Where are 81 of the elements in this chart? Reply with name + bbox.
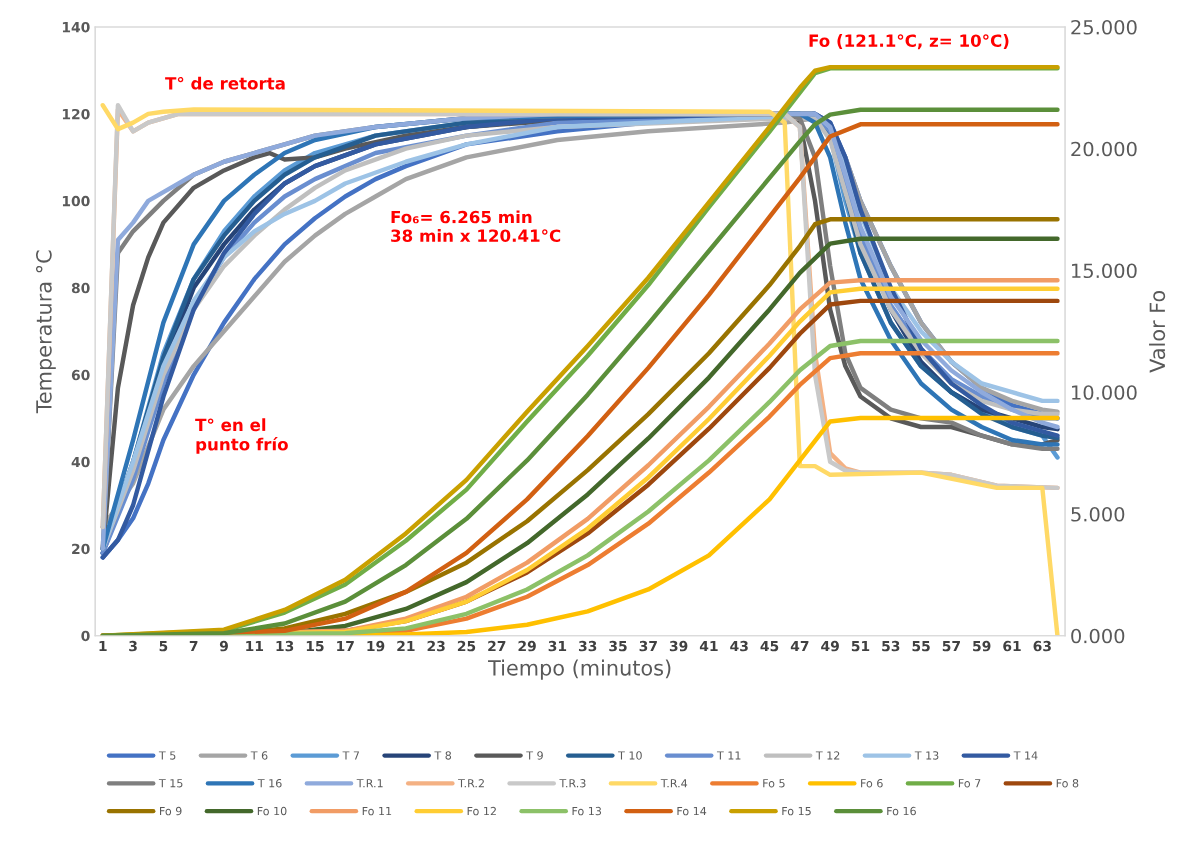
x-axis-title: Tiempo (minutos) — [488, 659, 671, 680]
x-tick-label: 45 — [760, 641, 779, 652]
x-tick-label: 23 — [427, 640, 445, 652]
legend-label: T 9 — [526, 751, 543, 760]
legend-label: Fo 11 — [362, 806, 392, 816]
annotation: T° de retorta — [165, 76, 285, 90]
y-tick-label: 140 — [62, 21, 90, 33]
legend-label: Fo 9 — [160, 806, 182, 816]
y-tick-label: 120 — [62, 108, 90, 120]
x-tick-label: 29 — [518, 640, 536, 652]
legend-label: Fo 13 — [572, 806, 602, 816]
y2-axis-title: Valor Fo — [1149, 290, 1166, 373]
legend-label: Fo 10 — [257, 806, 287, 816]
x-tick-label: 43 — [730, 640, 748, 652]
x-tick-label: 7 — [189, 641, 198, 652]
x-tick-label: 61 — [1003, 640, 1021, 652]
x-tick-label: 11 — [246, 641, 264, 652]
y-axis-title: Temperatura °C — [36, 250, 56, 414]
legend-label: T 6 — [250, 751, 268, 760]
x-tick-label: 37 — [639, 640, 657, 652]
legend-label: T.R.1 — [356, 779, 383, 788]
legend-label: T 14 — [1013, 751, 1038, 760]
x-tick-label: 33 — [578, 640, 597, 652]
annotation: T° en el punto frío — [195, 418, 288, 454]
y2-tick-label: 20.000 — [1071, 141, 1137, 157]
annotation: Fo₆= 6.265 min 38 min x 120.41°C — [391, 210, 561, 242]
legend-label: T 15 — [158, 779, 183, 788]
legend-label: T 8 — [434, 751, 452, 760]
y2-tick-label: 10.000 — [1072, 385, 1137, 400]
y2-tick-label: 0.000 — [1071, 628, 1125, 644]
x-tick-label: 13 — [276, 640, 294, 652]
legend-label: Fo 6 — [861, 779, 883, 788]
x-tick-label: 51 — [851, 641, 870, 652]
y-tick-label: 80 — [71, 282, 90, 294]
y2-tick-label: 25.000 — [1071, 19, 1137, 35]
y-tick-label: 20 — [72, 543, 90, 555]
legend-label: T 13 — [914, 751, 939, 760]
x-tick-label: 59 — [973, 640, 991, 652]
x-tick-label: 31 — [548, 640, 567, 652]
x-tick-label: 53 — [882, 640, 900, 652]
y2-tick-label: 5.000 — [1071, 506, 1125, 522]
y2-tick-label: 15.000 — [1072, 263, 1137, 279]
x-tick-label: 25 — [457, 640, 476, 652]
x-tick-label: 41 — [699, 641, 718, 652]
x-tick-label: 17 — [337, 641, 354, 652]
legend-label: T 11 — [716, 751, 741, 760]
legend-label: T 16 — [257, 779, 282, 788]
y-tick-label: 60 — [71, 369, 90, 381]
legend-label: T 7 — [342, 751, 360, 760]
y-tick-label: 0 — [81, 630, 90, 642]
annotation: Fo (121.1°C, z= 10°C) — [809, 34, 1009, 50]
x-tick-label: 1 — [99, 641, 107, 652]
y-tick-label: 40 — [71, 456, 90, 468]
legend-label: Fo 14 — [677, 806, 707, 816]
x-tick-label: 21 — [397, 640, 415, 652]
x-tick-label: 35 — [609, 640, 627, 652]
x-tick-label: 27 — [488, 640, 506, 652]
x-tick-label: 15 — [306, 641, 324, 652]
legend-label: T.R.4 — [660, 779, 688, 788]
y-tick-label: 100 — [62, 195, 90, 207]
legend-label: Fo 7 — [958, 779, 981, 788]
x-tick-label: 49 — [821, 640, 839, 652]
x-tick-label: 55 — [912, 641, 930, 652]
legend-label: Fo 8 — [1056, 779, 1079, 788]
legend-label: T.R.3 — [559, 779, 586, 788]
legend-label: Fo 12 — [467, 806, 496, 816]
x-tick-label: 3 — [129, 640, 137, 652]
x-tick-label: 39 — [669, 640, 688, 652]
x-tick-label: 9 — [219, 640, 228, 652]
legend-label: Fo 5 — [763, 779, 785, 788]
legend-label: T 12 — [815, 751, 840, 760]
x-tick-label: 19 — [367, 640, 385, 652]
legend-label: T.R.2 — [458, 779, 484, 788]
x-tick-label: 47 — [790, 641, 809, 652]
x-tick-label: 57 — [942, 641, 960, 652]
x-tick-label: 5 — [159, 641, 168, 652]
legend-label: Fo 16 — [887, 806, 916, 816]
legend-label: T 5 — [158, 751, 176, 760]
legend-label: T 10 — [618, 751, 642, 760]
x-tick-label: 63 — [1033, 640, 1051, 652]
legend-label: Fo 15 — [782, 806, 811, 816]
